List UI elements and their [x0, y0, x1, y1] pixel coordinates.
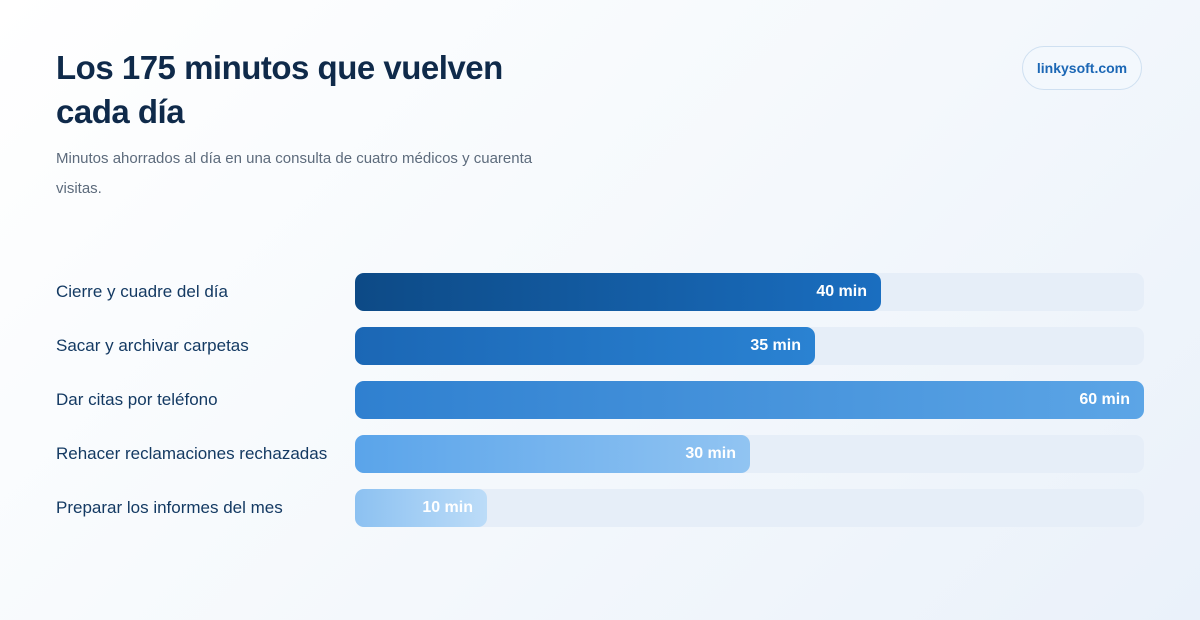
bar-track: 60 min: [355, 381, 1144, 419]
brand-badge[interactable]: linkysoft.com: [1022, 46, 1142, 90]
bar-track: 40 min: [355, 273, 1144, 311]
category-label: Cierre y cuadre del día: [56, 282, 228, 301]
bar: 35 min: [355, 327, 815, 365]
value-label: 30 min: [685, 445, 736, 462]
category-label: Rehacer reclamaciones rechazadas: [56, 444, 328, 463]
bar-row: Dar citas por teléfono 60 min: [56, 381, 1144, 419]
category-label: Dar citas por teléfono: [56, 390, 218, 409]
bar-track: 10 min: [355, 489, 1144, 527]
bar-row: Cierre y cuadre del día 40 min: [56, 273, 1144, 311]
bar-track: 35 min: [355, 327, 1144, 365]
category-label: Preparar los informes del mes: [56, 498, 283, 517]
bar: 60 min: [355, 381, 1144, 419]
chart-subtitle: Minutos ahorrados al día en una consulta…: [56, 150, 533, 197]
value-label: 40 min: [816, 283, 867, 300]
bar: 30 min: [355, 435, 750, 473]
value-label: 60 min: [1079, 391, 1130, 408]
bar-row: Rehacer reclamaciones rechazadas 30 min: [56, 435, 1144, 473]
bar-track: 30 min: [355, 435, 1144, 473]
bar: 10 min: [355, 489, 487, 527]
value-label: 35 min: [750, 337, 801, 354]
bar-row: Preparar los informes del mes 10 min: [56, 489, 1144, 527]
category-label: Sacar y archivar carpetas: [56, 336, 249, 355]
bar-chart: Cierre y cuadre del día 40 min Sacar y arc…: [56, 273, 1144, 543]
chart-title: Los 175 minutos que vuelven cada día: [56, 49, 503, 130]
value-label: 10 min: [422, 499, 473, 516]
bar-row: Sacar y archivar carpetas 35 min: [56, 327, 1144, 365]
bar: 40 min: [355, 273, 881, 311]
